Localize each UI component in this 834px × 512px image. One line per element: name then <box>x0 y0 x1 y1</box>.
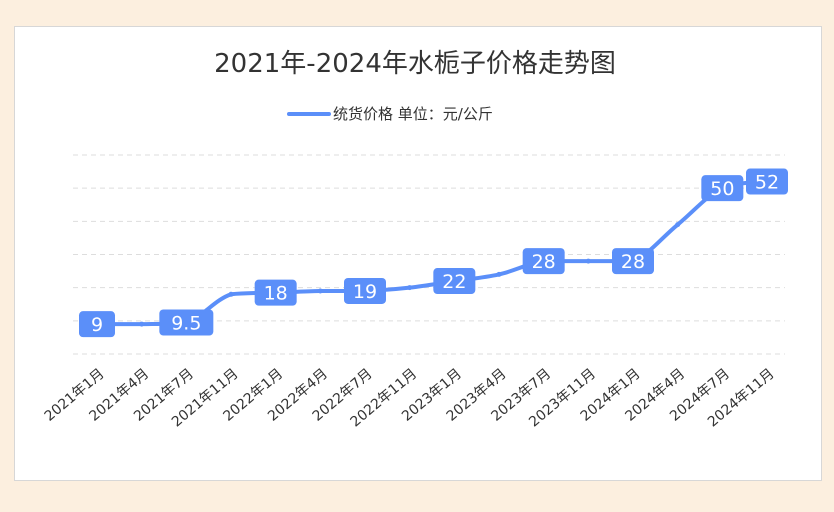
chart-card: 2021年-2024年水栀子价格走势图 统货价格 单位：元/公斤 9 9.5 18 1… <box>14 26 822 481</box>
data-label-text: 52 <box>755 172 779 194</box>
data-label: 9 <box>79 311 115 338</box>
data-label-text: 28 <box>621 251 645 273</box>
plot-area <box>94 179 770 327</box>
legend[interactable]: 统货价格 单位：元/公斤 <box>287 105 493 123</box>
data-point[interactable] <box>585 258 591 264</box>
data-label: 9.5 <box>159 309 214 336</box>
data-label-text: 28 <box>532 251 556 273</box>
data-label: 28 <box>612 248 654 275</box>
data-label-box <box>344 277 386 304</box>
series-line <box>95 179 769 327</box>
data-label-box <box>159 309 214 336</box>
data-label-text: 9.5 <box>171 312 201 334</box>
data-label: 22 <box>433 268 476 295</box>
data-point[interactable] <box>317 288 323 294</box>
grid-lines <box>73 154 785 355</box>
data-label-box <box>612 248 654 275</box>
data-point[interactable] <box>675 222 681 228</box>
data-label-box <box>522 248 565 275</box>
chart-title: 2021年-2024年水栀子价格走势图 <box>214 49 616 79</box>
data-label-text: 50 <box>710 178 734 200</box>
data-label-box <box>701 175 744 202</box>
data-label-text: 19 <box>353 281 377 303</box>
data-point[interactable] <box>407 285 413 291</box>
data-label-text: 18 <box>264 283 288 305</box>
data-point[interactable] <box>228 291 234 297</box>
x-axis-ticks: 2021年1月2021年4月2021年7月2021年11月2022年1月2022… <box>42 366 778 431</box>
data-label: 19 <box>344 277 386 304</box>
data-label: 28 <box>522 248 565 275</box>
data-label: 18 <box>254 279 297 306</box>
data-point[interactable] <box>139 321 145 327</box>
data-label-box <box>433 268 476 295</box>
data-label-text: 22 <box>442 271 466 293</box>
line-chart: 2021年-2024年水栀子价格走势图 统货价格 单位：元/公斤 9 9.5 18 1… <box>42 49 788 431</box>
data-label-box <box>746 168 788 195</box>
data-labels: 9 9.5 18 19 22 28 28 50 52 <box>79 168 788 338</box>
legend-label: 统货价格 单位：元/公斤 <box>333 105 493 123</box>
data-label-text: 9 <box>91 314 103 336</box>
data-label-box <box>79 311 115 338</box>
data-point[interactable] <box>496 271 502 277</box>
data-label-box <box>254 279 297 306</box>
data-label: 50 <box>701 175 744 202</box>
data-label: 52 <box>746 168 788 195</box>
